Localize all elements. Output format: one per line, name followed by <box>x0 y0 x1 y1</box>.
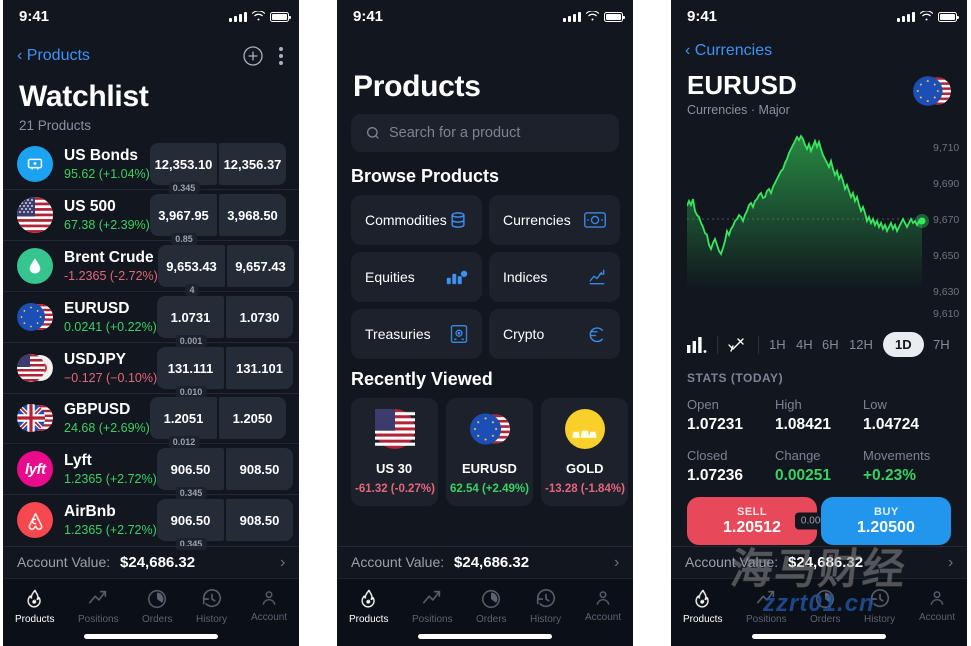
svg-text:9,690: 9,690 <box>933 178 959 190</box>
svg-text:9,650: 9,650 <box>933 250 959 262</box>
svg-text:9,630: 9,630 <box>933 286 959 298</box>
svg-text:9,610: 9,610 <box>933 308 959 320</box>
svg-text:9,710: 9,710 <box>933 142 959 154</box>
svg-text:9,670: 9,670 <box>933 214 959 226</box>
